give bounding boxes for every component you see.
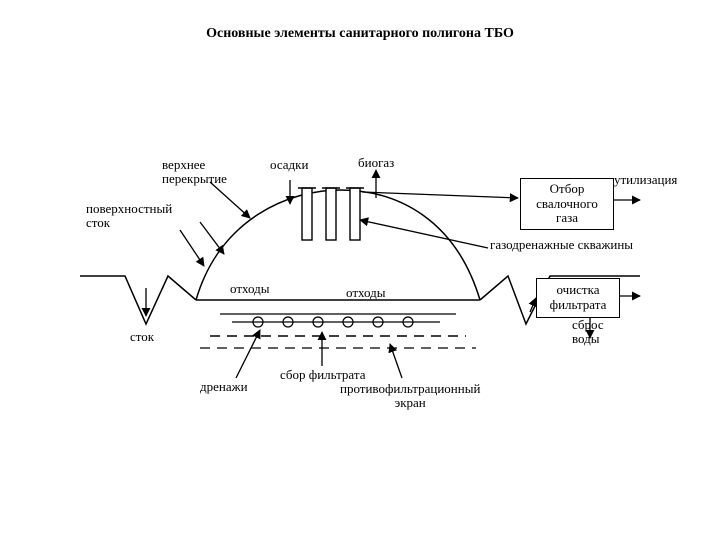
label-utilization: утилизация — [614, 173, 677, 187]
label-waste-left: отходы — [230, 282, 270, 296]
label-biogas: биогаз — [358, 156, 394, 170]
box-filtrate-cleaning: очистка фильтрата — [536, 278, 620, 318]
label-water-discharge: сброс воды — [572, 318, 604, 347]
label-screen: противофильтрационный экран — [340, 382, 480, 411]
label-waste-right: отходы — [346, 286, 386, 300]
label-gas-wells: газодренажные скважины — [490, 238, 633, 252]
diagram-canvas: Основные элементы санитарного полигона Т… — [0, 0, 720, 540]
label-sediment: осадки — [270, 158, 308, 172]
box-gas-extraction: Отбор свалочного газа — [520, 178, 614, 230]
label-drainage: дренажи — [200, 380, 248, 394]
label-stok: сток — [130, 330, 154, 344]
label-top-cover: верхнее перекрытие — [162, 158, 227, 187]
diagram-svg — [0, 0, 720, 540]
label-surface-runoff: поверхностный сток — [86, 202, 172, 231]
